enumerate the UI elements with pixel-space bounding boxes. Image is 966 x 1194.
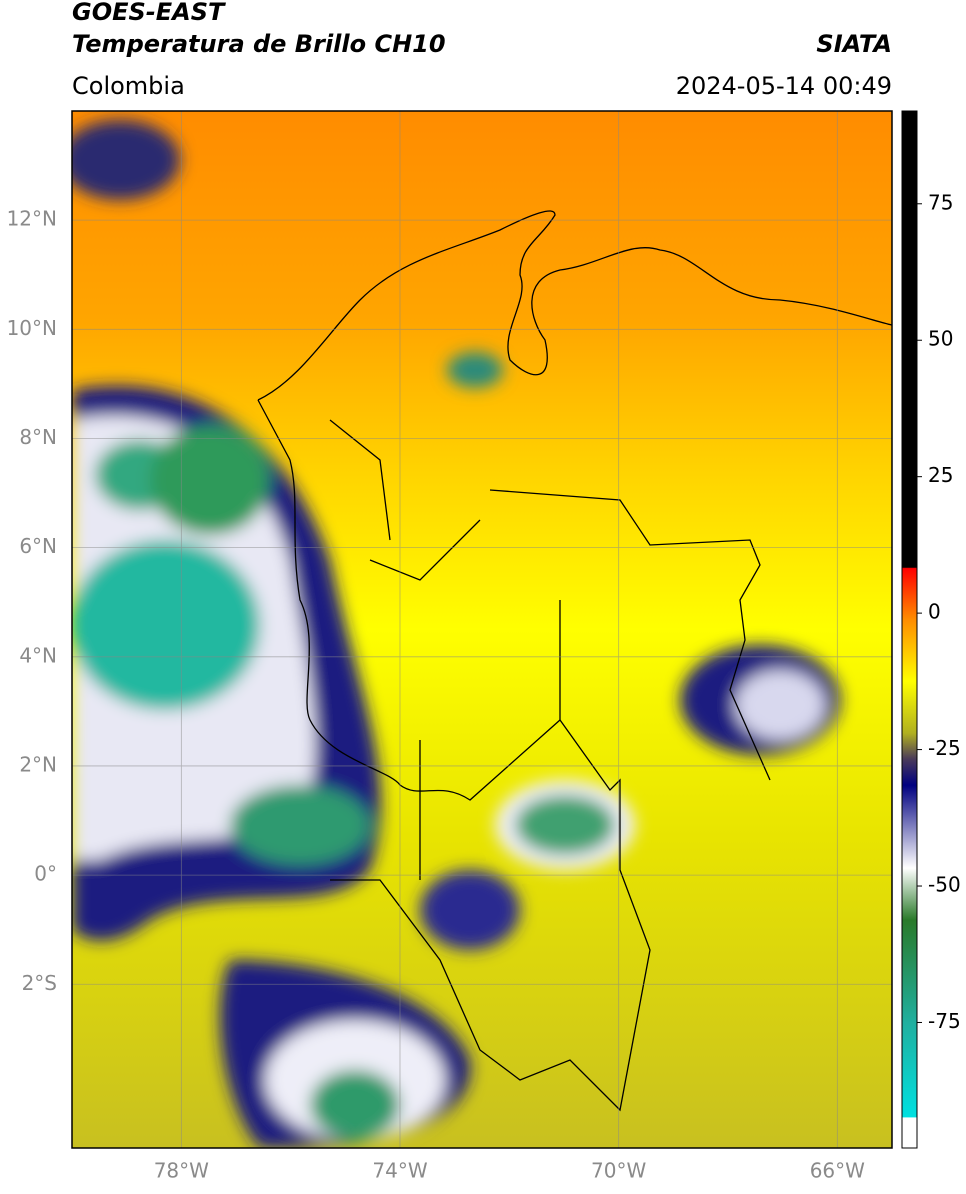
x-tick-label: 66°W	[810, 1159, 865, 1183]
colorbar-tick-label: -75	[928, 1009, 961, 1033]
y-tick-label: 6°N	[19, 534, 57, 558]
colorbar-tick-label: 25	[928, 463, 953, 487]
y-tick-label: 8°N	[19, 425, 57, 449]
x-tick-label: 78°W	[154, 1159, 209, 1183]
labels: 78°W 74°W 70°W 66°W 12°N 10°N 8°N 6°N 4°N 2°N 0° 2°…	[7, 190, 961, 1182]
y-tick-label: 0°	[34, 862, 57, 886]
map-image	[72, 111, 892, 1148]
x-tick-label: 70°W	[591, 1159, 646, 1183]
colorbar-tick-label: 50	[928, 327, 953, 351]
y-tick-label: 2°N	[19, 752, 57, 776]
datetime: 2024-05-14 00:49	[676, 72, 892, 100]
source: GOES-EAST	[72, 0, 226, 26]
colorbar-tick-label: -50	[928, 873, 961, 897]
colorbar	[901, 110, 918, 1149]
y-tick-label: 4°N	[19, 643, 57, 667]
y-tick-label: 10°N	[7, 316, 57, 340]
graticule	[72, 111, 892, 1148]
y-tick-label: 12°N	[7, 207, 57, 231]
colorbar-tick-label: 0	[928, 600, 941, 624]
product: Temperatura de Brillo CH10	[72, 30, 446, 58]
colorbar-tick-label: 75	[928, 190, 953, 214]
x-tick-label: 74°W	[372, 1159, 427, 1183]
region: Colombia	[72, 72, 185, 100]
y-tick-label: 2°S	[22, 971, 57, 995]
map-frame	[71, 110, 893, 1149]
agency: SIATA	[816, 30, 892, 58]
colorbar-tick-label: -25	[928, 736, 961, 760]
